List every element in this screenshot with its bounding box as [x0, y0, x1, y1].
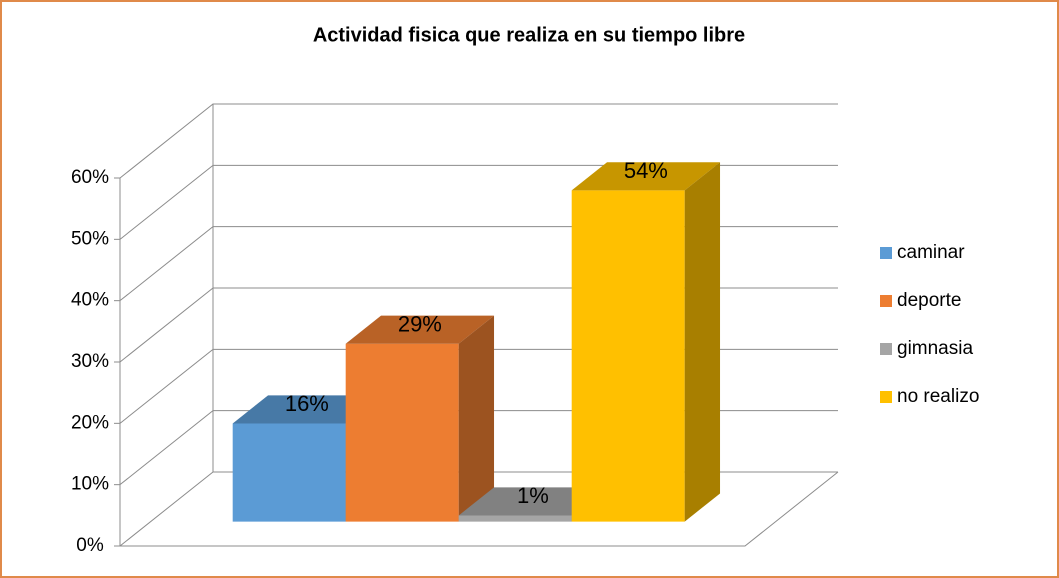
y-tick-label: 30% — [71, 351, 109, 372]
data-label: 29% — [398, 311, 442, 336]
bar-front — [458, 515, 572, 522]
y-tick-label: 50% — [71, 228, 109, 249]
y-tick-label: 40% — [71, 290, 109, 311]
bar-top — [232, 395, 382, 424]
y-tick-label: 20% — [71, 412, 109, 433]
chart-title: Actividad fisica que realiza en su tiemp… — [313, 24, 745, 46]
legend-label: gimnasia — [897, 338, 973, 359]
legend-label: deporte — [897, 290, 961, 311]
legend-label: no realizo — [897, 386, 979, 407]
data-label: 54% — [624, 158, 668, 183]
data-label: 16% — [285, 391, 329, 416]
data-label: 1% — [517, 483, 549, 508]
bar-top — [458, 487, 608, 516]
legend-label: caminar — [897, 242, 965, 263]
legend-swatch — [880, 247, 892, 259]
bar-side — [458, 315, 495, 522]
legend-swatch — [880, 391, 892, 403]
bar-front — [345, 343, 459, 522]
legend-swatch — [880, 295, 892, 307]
legend-swatch — [880, 343, 892, 355]
bar-side — [684, 162, 721, 522]
bar-front — [232, 423, 346, 522]
bar-top — [571, 162, 721, 191]
y-tick-label: 10% — [71, 474, 109, 495]
floor-edge — [120, 471, 839, 547]
grid-line — [119, 103, 838, 179]
bar-top — [345, 315, 495, 344]
y-tick-label: 60% — [71, 167, 109, 188]
y-tick-label: 0% — [76, 535, 104, 556]
bar-front — [571, 190, 685, 522]
